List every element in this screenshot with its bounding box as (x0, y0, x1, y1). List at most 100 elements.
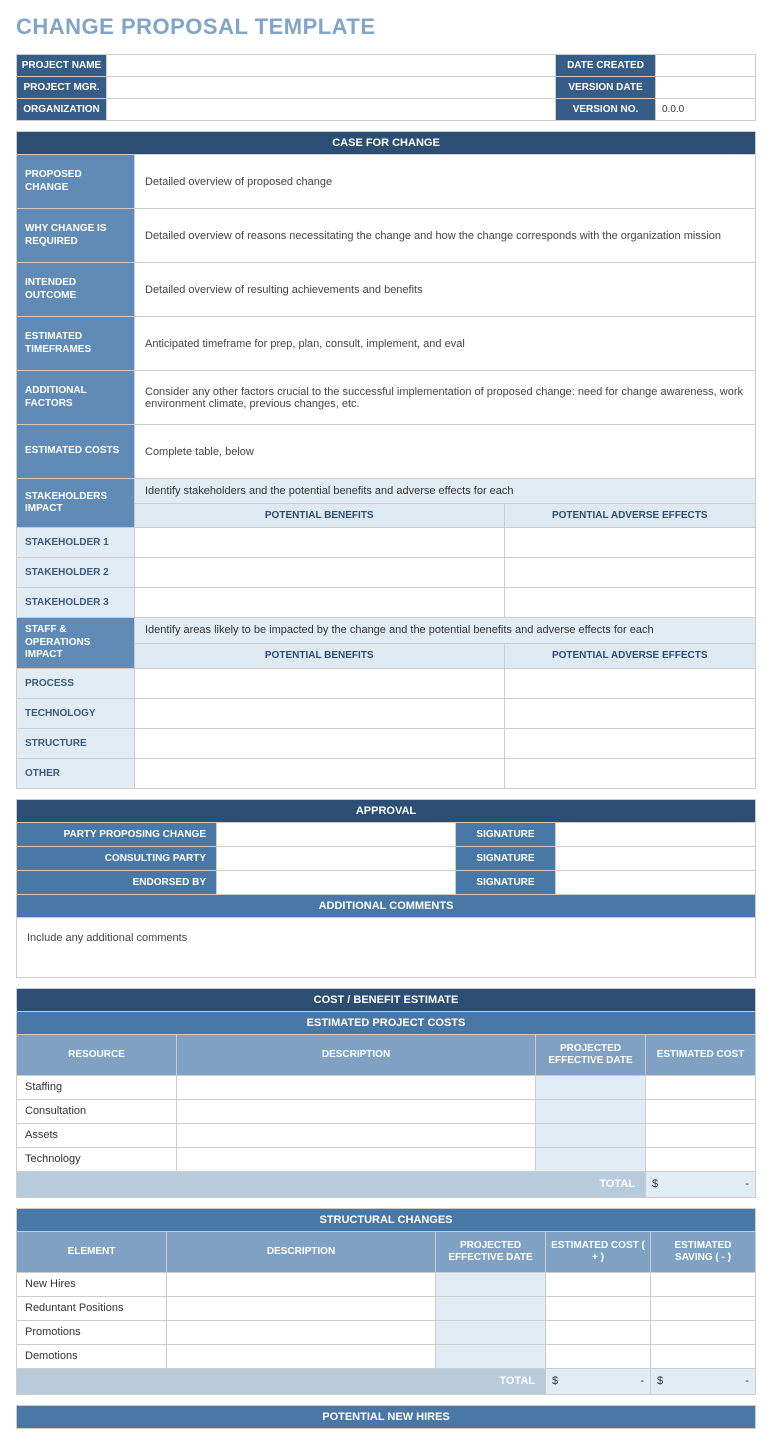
struct-redundant-cost[interactable] (546, 1296, 651, 1320)
struct-demotions-cost[interactable] (546, 1344, 651, 1368)
additional-comments-value[interactable]: Include any additional comments (16, 918, 756, 978)
struct-col-eff-date: PROJECTED EFFECTIVE DATE (436, 1231, 546, 1272)
estimated-costs-label: ESTIMATED COSTS (17, 425, 135, 479)
estimated-timeframes-label: ESTIMATED TIMEFRAMES (17, 317, 135, 371)
project-name-value[interactable] (107, 55, 556, 77)
proj-row-consultation: Consultation (17, 1099, 177, 1123)
why-change-label: WHY CHANGE IS REQUIRED (17, 209, 135, 263)
stakeholder-2-benefits[interactable] (135, 558, 505, 588)
proj-total-value: $- (646, 1171, 756, 1197)
stakeholder-2-adverse[interactable] (504, 558, 756, 588)
ops-other-label: OTHER (17, 758, 135, 788)
cost-benefit-table: COST / BENEFIT ESTIMATE ESTIMATED PROJEC… (16, 988, 756, 1198)
proj-technology-desc[interactable] (177, 1147, 536, 1171)
struct-promotions-desc[interactable] (167, 1320, 436, 1344)
struct-col-element: ELEMENT (17, 1231, 167, 1272)
proposed-change-value[interactable]: Detailed overview of proposed change (135, 155, 756, 209)
proj-assets-cost[interactable] (646, 1123, 756, 1147)
additional-factors-value[interactable]: Consider any other factors crucial to th… (135, 371, 756, 425)
project-header-table: PROJECT NAME DATE CREATED PROJECT MGR. V… (16, 54, 756, 121)
estimated-costs-value[interactable]: Complete table, below (135, 425, 756, 479)
struct-redundant-desc[interactable] (167, 1296, 436, 1320)
proj-staffing-date[interactable] (536, 1075, 646, 1099)
proj-technology-cost[interactable] (646, 1147, 756, 1171)
proj-staffing-cost[interactable] (646, 1075, 756, 1099)
stakeholders-impact-label: STAKEHOLDERS IMPACT (17, 479, 135, 528)
case-for-change-table: CASE FOR CHANGE PROPOSED CHANGE Detailed… (16, 131, 756, 789)
project-mgr-label: PROJECT MGR. (17, 77, 107, 99)
struct-promotions-saving[interactable] (651, 1320, 756, 1344)
proj-technology-date[interactable] (536, 1147, 646, 1171)
structural-changes-header: STRUCTURAL CHANGES (17, 1208, 756, 1231)
approval-consulting-value[interactable] (217, 846, 456, 870)
struct-total-label: TOTAL (17, 1368, 546, 1394)
struct-newhires-saving[interactable] (651, 1272, 756, 1296)
struct-row-redundant: Reduntant Positions (17, 1296, 167, 1320)
stakeholders-col-adverse: POTENTIAL ADVERSE EFFECTS (504, 504, 756, 528)
stakeholder-3-adverse[interactable] (504, 588, 756, 618)
stakeholder-3-benefits[interactable] (135, 588, 505, 618)
organization-label: ORGANIZATION (17, 99, 107, 121)
proj-row-staffing: Staffing (17, 1075, 177, 1099)
struct-promotions-cost[interactable] (546, 1320, 651, 1344)
proj-row-assets: Assets (17, 1123, 177, 1147)
ops-structure-label: STRUCTURE (17, 728, 135, 758)
version-no-label: VERSION NO. (556, 99, 656, 121)
ops-other-adverse[interactable] (504, 758, 756, 788)
approval-endorsed-sig-label: SIGNATURE (456, 870, 556, 894)
proj-col-description: DESCRIPTION (177, 1034, 536, 1075)
struct-col-description: DESCRIPTION (167, 1231, 436, 1272)
struct-redundant-date[interactable] (436, 1296, 546, 1320)
proj-consultation-date[interactable] (536, 1099, 646, 1123)
ops-process-label: PROCESS (17, 668, 135, 698)
struct-demotions-date[interactable] (436, 1344, 546, 1368)
struct-newhires-date[interactable] (436, 1272, 546, 1296)
ops-instr: Identify areas likely to be impacted by … (135, 618, 756, 644)
struct-row-promotions: Promotions (17, 1320, 167, 1344)
struct-demotions-saving[interactable] (651, 1344, 756, 1368)
ops-technology-label: TECHNOLOGY (17, 698, 135, 728)
proj-staffing-desc[interactable] (177, 1075, 536, 1099)
version-no-value[interactable]: 0.0.0 (656, 99, 756, 121)
additional-comments-header: ADDITIONAL COMMENTS (17, 894, 756, 917)
stakeholder-1-benefits[interactable] (135, 528, 505, 558)
approval-proposing-value[interactable] (217, 822, 456, 846)
ops-structure-benefits[interactable] (135, 728, 505, 758)
approval-endorsed-sig-value[interactable] (556, 870, 756, 894)
stakeholder-1-adverse[interactable] (504, 528, 756, 558)
stakeholders-instr: Identify stakeholders and the potential … (135, 479, 756, 504)
approval-proposing-sig-value[interactable] (556, 822, 756, 846)
estimated-timeframes-value[interactable]: Anticipated timeframe for prep, plan, co… (135, 317, 756, 371)
approval-endorsed-value[interactable] (217, 870, 456, 894)
intended-outcome-label: INTENDED OUTCOME (17, 263, 135, 317)
date-created-value[interactable] (656, 55, 756, 77)
proposed-change-label: PROPOSED CHANGE (17, 155, 135, 209)
ops-process-adverse[interactable] (504, 668, 756, 698)
intended-outcome-value[interactable]: Detailed overview of resulting achieveme… (135, 263, 756, 317)
why-change-value[interactable]: Detailed overview of reasons necessitati… (135, 209, 756, 263)
approval-endorsed-label: ENDORSED BY (17, 870, 217, 894)
ops-technology-adverse[interactable] (504, 698, 756, 728)
struct-redundant-saving[interactable] (651, 1296, 756, 1320)
proj-assets-desc[interactable] (177, 1123, 536, 1147)
ops-structure-adverse[interactable] (504, 728, 756, 758)
stakeholder-3-label: STAKEHOLDER 3 (17, 588, 135, 618)
ops-other-benefits[interactable] (135, 758, 505, 788)
project-mgr-value[interactable] (107, 77, 556, 99)
ops-technology-benefits[interactable] (135, 698, 505, 728)
proj-row-technology: Technology (17, 1147, 177, 1171)
struct-newhires-desc[interactable] (167, 1272, 436, 1296)
struct-promotions-date[interactable] (436, 1320, 546, 1344)
ops-process-benefits[interactable] (135, 668, 505, 698)
version-date-value[interactable] (656, 77, 756, 99)
approval-consulting-sig-label: SIGNATURE (456, 846, 556, 870)
proj-consultation-cost[interactable] (646, 1099, 756, 1123)
struct-newhires-cost[interactable] (546, 1272, 651, 1296)
organization-value[interactable] (107, 99, 556, 121)
proj-consultation-desc[interactable] (177, 1099, 536, 1123)
proj-assets-date[interactable] (536, 1123, 646, 1147)
proj-total-label: TOTAL (17, 1171, 646, 1197)
struct-demotions-desc[interactable] (167, 1344, 436, 1368)
approval-consulting-sig-value[interactable] (556, 846, 756, 870)
approval-proposing-label: PARTY PROPOSING CHANGE (17, 822, 217, 846)
